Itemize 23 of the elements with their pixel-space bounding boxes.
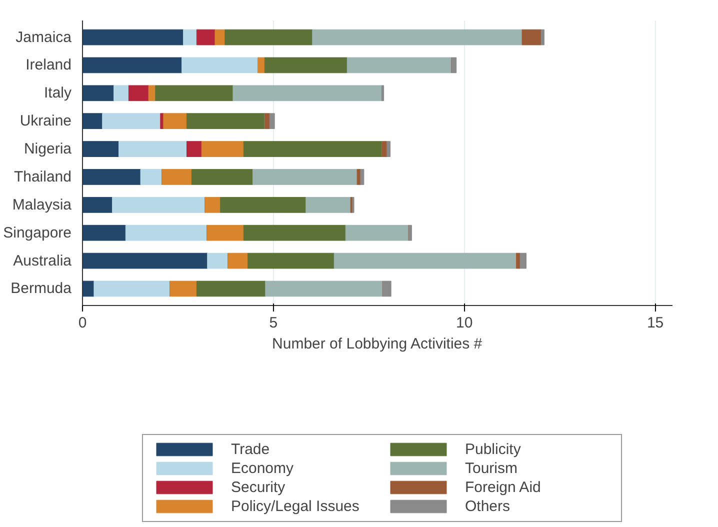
x-tick-label: 15 bbox=[646, 314, 664, 332]
y-tick-label: Ireland bbox=[26, 56, 72, 74]
y-tick-label: Italy bbox=[44, 84, 72, 102]
legend-label: Others bbox=[464, 498, 511, 514]
x-tick-label: 0 bbox=[78, 314, 87, 332]
legend-label: Trade bbox=[230, 440, 271, 458]
legend-label: Policy/Legal Issues bbox=[230, 498, 360, 514]
x-axis-title: Number of Lobbying Activities # bbox=[272, 336, 483, 352]
y-tick-label: Ukraine bbox=[20, 112, 72, 130]
legend-label: Economy bbox=[230, 460, 295, 476]
legend-label: Publicity bbox=[464, 440, 522, 458]
legend-label: Foreign Aid bbox=[464, 478, 542, 496]
y-tick-label: Bermuda bbox=[10, 280, 72, 298]
x-tick-label: 5 bbox=[269, 314, 278, 332]
y-tick-label: Thailand bbox=[14, 168, 72, 186]
y-tick-label: Singapore bbox=[3, 224, 72, 242]
y-tick-label: Nigeria bbox=[24, 140, 72, 158]
legend-label: Security bbox=[230, 478, 286, 496]
y-tick-label: Jamaica bbox=[16, 28, 72, 46]
y-tick-label: Malaysia bbox=[12, 196, 72, 214]
legend-label: Tourism bbox=[464, 460, 518, 476]
y-tick-label: Australia bbox=[13, 252, 72, 270]
x-tick-label: 10 bbox=[456, 314, 473, 332]
